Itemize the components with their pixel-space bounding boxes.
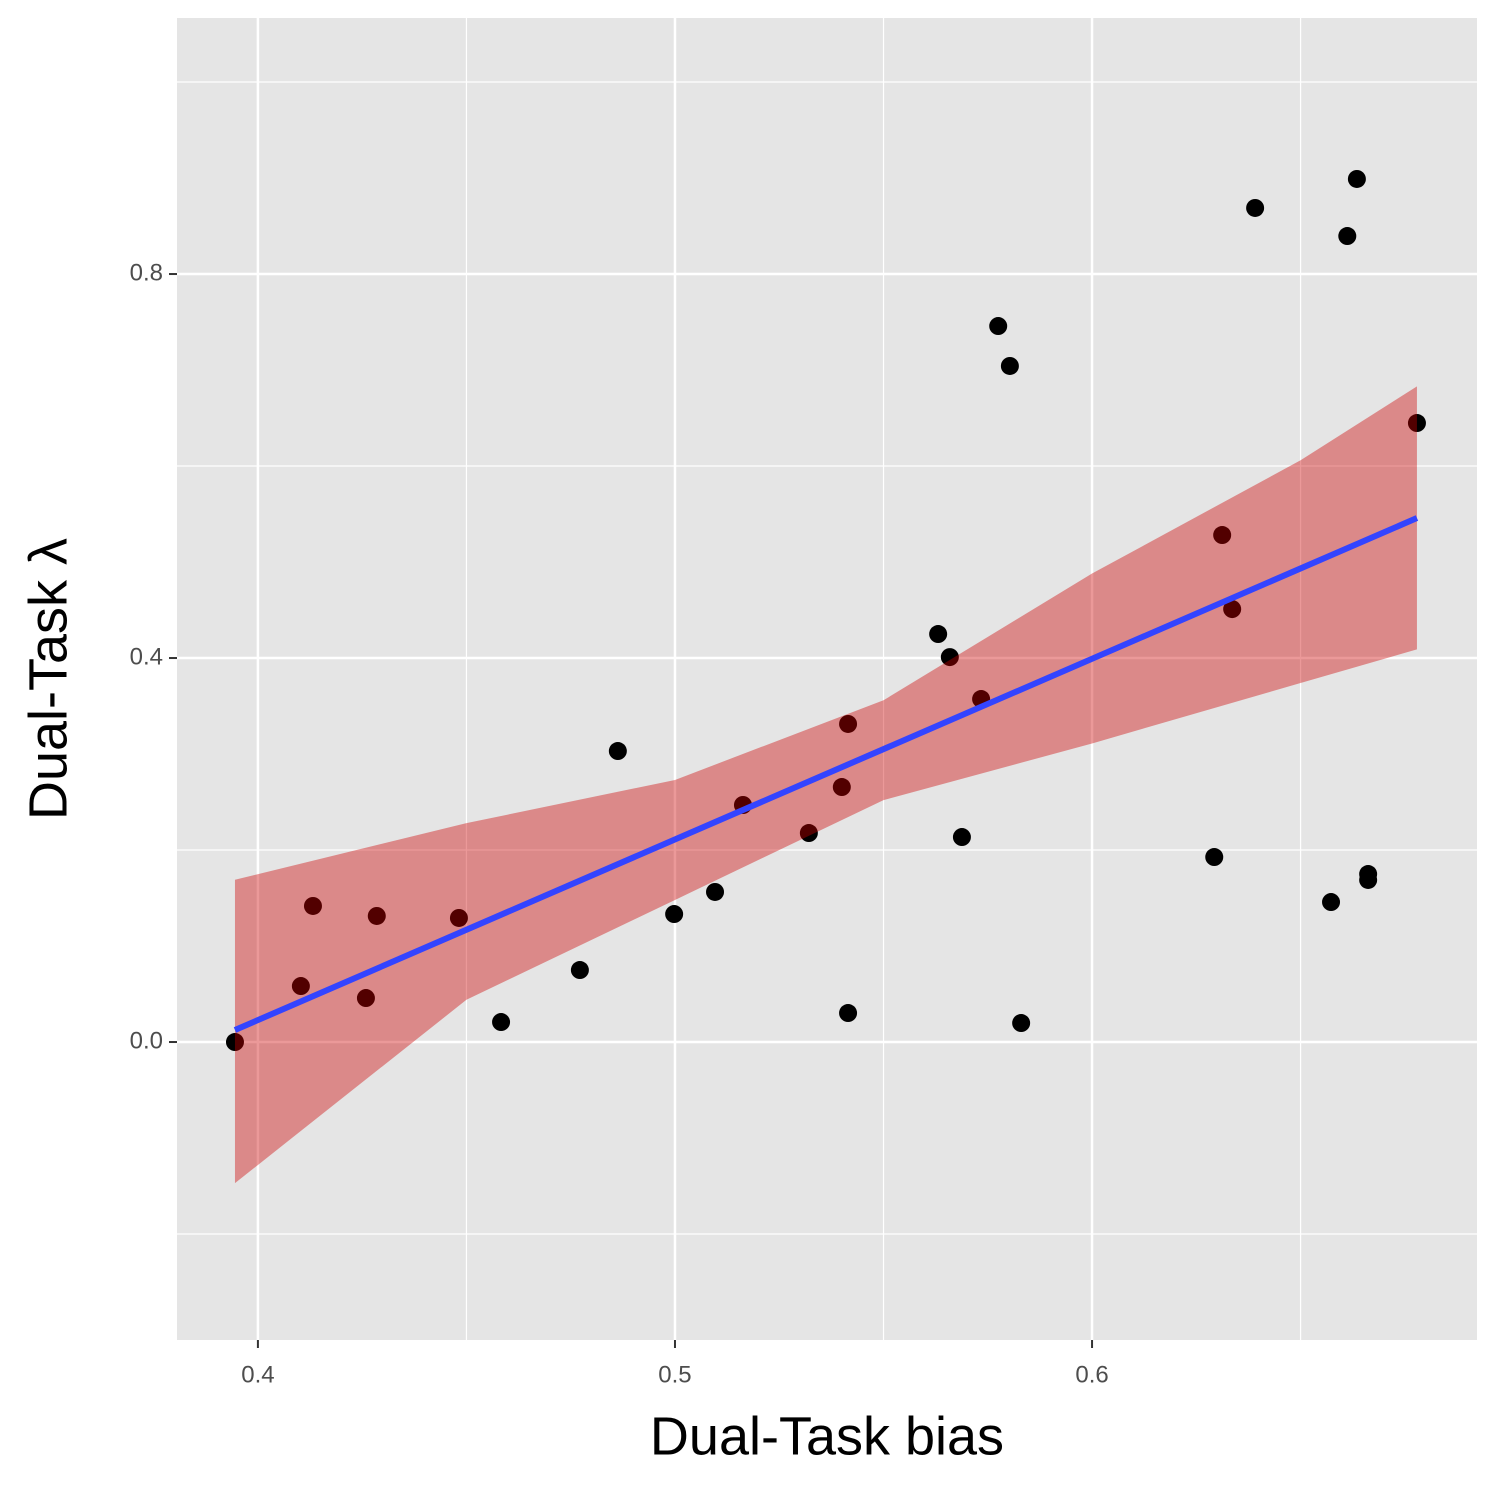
x-axis-title: Dual-Task bias: [650, 1406, 1004, 1466]
point: [952, 828, 971, 847]
point: [1213, 526, 1232, 545]
point: [929, 625, 948, 644]
x-tick-label: 0.6: [1075, 1361, 1108, 1388]
point: [1359, 870, 1378, 889]
y-tick-label: 0.8: [130, 259, 163, 286]
point: [706, 882, 725, 901]
point: [356, 989, 375, 1008]
point: [225, 1033, 244, 1052]
point: [1012, 1014, 1031, 1033]
point: [1338, 227, 1357, 246]
x-tick-label: 0.4: [241, 1361, 274, 1388]
point: [665, 905, 684, 924]
point: [1322, 893, 1341, 912]
point: [1347, 169, 1366, 188]
point: [449, 908, 468, 927]
confidence-band: [234, 386, 1417, 1184]
y-tick-label: 0.4: [130, 643, 163, 670]
point: [1246, 198, 1265, 217]
y-tick-label: 0.0: [130, 1027, 163, 1054]
point: [839, 1004, 858, 1023]
x-tick-label: 0.5: [658, 1361, 691, 1388]
fit-line: [233, 515, 1419, 1033]
point: [570, 961, 589, 980]
point: [799, 824, 818, 843]
point: [989, 317, 1008, 336]
panel: [177, 18, 1477, 1340]
point: [832, 778, 851, 797]
point: [1000, 356, 1019, 375]
point: [1205, 848, 1224, 867]
point: [291, 977, 310, 996]
point: [492, 1013, 511, 1032]
point: [367, 906, 386, 925]
point: [303, 896, 322, 915]
point: [839, 714, 858, 733]
point: [940, 648, 959, 667]
y-axis-title: Dual-Task λ: [18, 538, 78, 820]
point: [1407, 414, 1426, 433]
point: [1223, 600, 1242, 619]
point: [608, 742, 627, 761]
